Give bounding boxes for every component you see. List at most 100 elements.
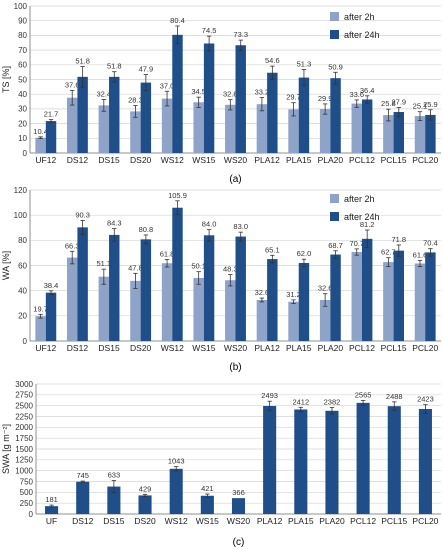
bar <box>383 262 394 341</box>
bar <box>140 82 152 153</box>
data-label: 70.7 <box>349 239 364 248</box>
data-label: 633 <box>108 471 121 480</box>
bar <box>414 116 426 153</box>
legend-label: after 2h <box>344 12 375 22</box>
data-label: 21.7 <box>44 110 59 119</box>
y-axis-label: WA [%] <box>1 251 11 280</box>
bar <box>383 115 394 153</box>
bar <box>172 34 183 154</box>
y-tick-label: 1000 <box>15 466 33 475</box>
x-tick-label: WS12 <box>161 343 184 353</box>
bar <box>361 238 373 341</box>
legend-label: after 2h <box>344 194 375 204</box>
data-label: 25.1 <box>413 102 428 111</box>
bar <box>225 280 236 341</box>
bar <box>169 468 183 514</box>
bar <box>225 104 236 153</box>
y-tick-label: 2500 <box>15 401 33 410</box>
bar <box>288 301 299 341</box>
data-label: 80.8 <box>139 225 154 234</box>
data-label: 51.8 <box>75 57 90 66</box>
legend: after 2h after 24h <box>330 194 380 222</box>
y-axis-label: SWA [g m⁻²] <box>1 424 11 474</box>
y-tick-label: 2250 <box>15 412 33 421</box>
data-label: 83.0 <box>233 222 248 231</box>
bar <box>130 111 141 153</box>
data-label: 32.6 <box>255 288 270 297</box>
bar <box>393 111 405 153</box>
data-label: 61.6 <box>413 250 428 259</box>
legend-swatch <box>330 30 339 39</box>
data-label: 34.5 <box>191 87 206 96</box>
y-tick-label: 3000 <box>15 380 33 389</box>
data-label: 80.4 <box>170 16 185 25</box>
bar <box>138 495 152 514</box>
x-tick-label: PCL15 <box>381 155 407 165</box>
data-label: 54.6 <box>265 56 280 65</box>
bar <box>387 406 401 514</box>
y-tick-label: 750 <box>20 477 34 486</box>
x-tick-label: DS15 <box>98 155 120 165</box>
bar <box>414 263 426 341</box>
y-tick-label: 70 <box>18 46 27 55</box>
bar <box>298 262 310 341</box>
bar <box>263 405 277 514</box>
x-tick-label: DS20 <box>130 155 152 165</box>
y-tick-label: 250 <box>20 499 34 508</box>
legend-swatch <box>330 12 339 21</box>
bar <box>351 103 362 153</box>
legend-label: after 24h <box>344 212 380 222</box>
x-tick-label: DS20 <box>134 516 156 526</box>
data-label: 105.9 <box>168 191 187 200</box>
x-tick-label: DS12 <box>72 516 94 526</box>
data-label: 62.0 <box>297 249 312 258</box>
y-tick-label: 0 <box>23 337 28 346</box>
data-label: 37.0 <box>160 81 175 90</box>
bar <box>203 235 215 341</box>
bar <box>98 105 110 153</box>
panel-label: (c) <box>233 537 245 548</box>
data-label: 29.7 <box>286 93 301 102</box>
data-label: 429 <box>139 484 152 493</box>
x-tick-label: PCL20 <box>412 155 438 165</box>
data-label: 28.3 <box>128 96 143 105</box>
x-tick-label: PCL15 <box>381 343 407 353</box>
bar <box>319 299 331 341</box>
x-tick-label: PLA15 <box>286 343 312 353</box>
data-label: 32.8 <box>223 90 238 99</box>
bar <box>161 98 173 153</box>
y-tick-label: 1500 <box>15 445 33 454</box>
data-label: 36.4 <box>360 86 375 95</box>
bar <box>294 409 308 514</box>
y-tick-label: 60 <box>18 261 27 270</box>
x-tick-label: DS15 <box>103 516 125 526</box>
data-label: 84.0 <box>202 220 217 229</box>
x-tick-label: PCL20 <box>412 516 438 526</box>
x-tick-label: DS20 <box>130 343 152 353</box>
bar <box>361 99 373 153</box>
y-tick-label: 10 <box>18 134 27 143</box>
bar <box>109 76 120 153</box>
x-tick-label: PCL12 <box>349 155 375 165</box>
data-label: 745 <box>76 471 89 480</box>
bar <box>425 114 436 153</box>
y-tick-label: 1750 <box>15 434 33 443</box>
y-tick-label: 30 <box>18 105 27 114</box>
data-label: 2488 <box>386 392 403 401</box>
bar <box>98 276 110 341</box>
y-tick-label: 20 <box>18 119 27 128</box>
bar <box>425 252 436 341</box>
bar <box>235 236 246 341</box>
bar <box>109 234 120 341</box>
bar <box>193 102 204 153</box>
x-tick-label: PLA20 <box>318 155 344 165</box>
bar <box>393 250 405 341</box>
x-tick-label: PLA12 <box>257 516 283 526</box>
x-tick-label: UF12 <box>35 343 56 353</box>
data-label: 84.3 <box>107 219 122 228</box>
data-label: 19.7 <box>33 304 48 313</box>
x-tick-label: PLA15 <box>288 516 314 526</box>
data-label: 71.8 <box>391 235 406 244</box>
data-label: 421 <box>201 484 214 493</box>
